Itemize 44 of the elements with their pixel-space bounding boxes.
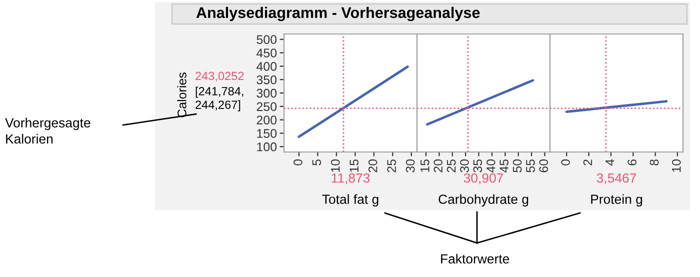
x-tick-label: 10 (330, 159, 340, 172)
y-tick-label: 450 (256, 48, 277, 58)
x-tick-label: 45 (500, 159, 508, 173)
x-tick-label: 25 (387, 159, 396, 172)
x-axis-title: Protein g (591, 194, 642, 207)
x-tick-label: 35 (473, 159, 482, 172)
chart-title: Analysediagramm - Vorhersageanalyse (196, 6, 480, 22)
ref-line-label: 30,907 (464, 173, 504, 184)
x-tick-label: 6 (628, 159, 636, 166)
x-tick-label: 50 (512, 159, 522, 172)
x-tick-label: 40 (486, 159, 496, 173)
y-axis-title: Calories (177, 72, 186, 118)
x-tick-label: 60 (539, 159, 548, 172)
y-tick-label: 250 (256, 102, 277, 112)
y-tick-label: 200 (256, 116, 277, 124)
x-tick-label: 30 (406, 159, 415, 172)
x-tick-label: 15 (420, 159, 430, 172)
y-tick-label: 150 (257, 129, 277, 138)
x-axis-title: Carbohydrate g (438, 194, 528, 207)
ref-line-label: 3,5467 (596, 173, 636, 184)
text: Vorhergesagte Kalorien (5, 118, 90, 144)
x-tick-label: 0 (293, 159, 302, 166)
y-tick-label: 100 (257, 142, 277, 152)
x-tick-label: 20 (434, 159, 443, 172)
y-tick-label: 300 (256, 88, 277, 98)
text: Faktorwerte (441, 254, 510, 264)
x-tick-label: 4 (606, 159, 614, 166)
x-tick-label: 10 (672, 159, 681, 172)
x-tick-label: 15 (350, 159, 359, 172)
y-tick-label: 500 (256, 35, 277, 44)
x-tick-label: 30 (460, 159, 469, 172)
ref-line-label: 11,873 (332, 173, 370, 184)
x-tick-label: 25 (446, 159, 456, 172)
x-axis-title: Total fat g (322, 194, 378, 207)
ref-line-label: 243,0252 (196, 72, 244, 82)
x-tick-label: 2 (583, 160, 592, 166)
text: [241,784, 244,267] (196, 86, 244, 112)
y-tick-label: 350 (256, 75, 277, 84)
x-tick-label: 0 (561, 159, 570, 166)
x-tick-label: 5 (312, 159, 322, 166)
y-tick-label: 400 (256, 62, 277, 71)
x-tick-label: 55 (526, 159, 535, 172)
x-tick-label: 8 (650, 159, 659, 166)
x-tick-label: 20 (368, 159, 378, 172)
